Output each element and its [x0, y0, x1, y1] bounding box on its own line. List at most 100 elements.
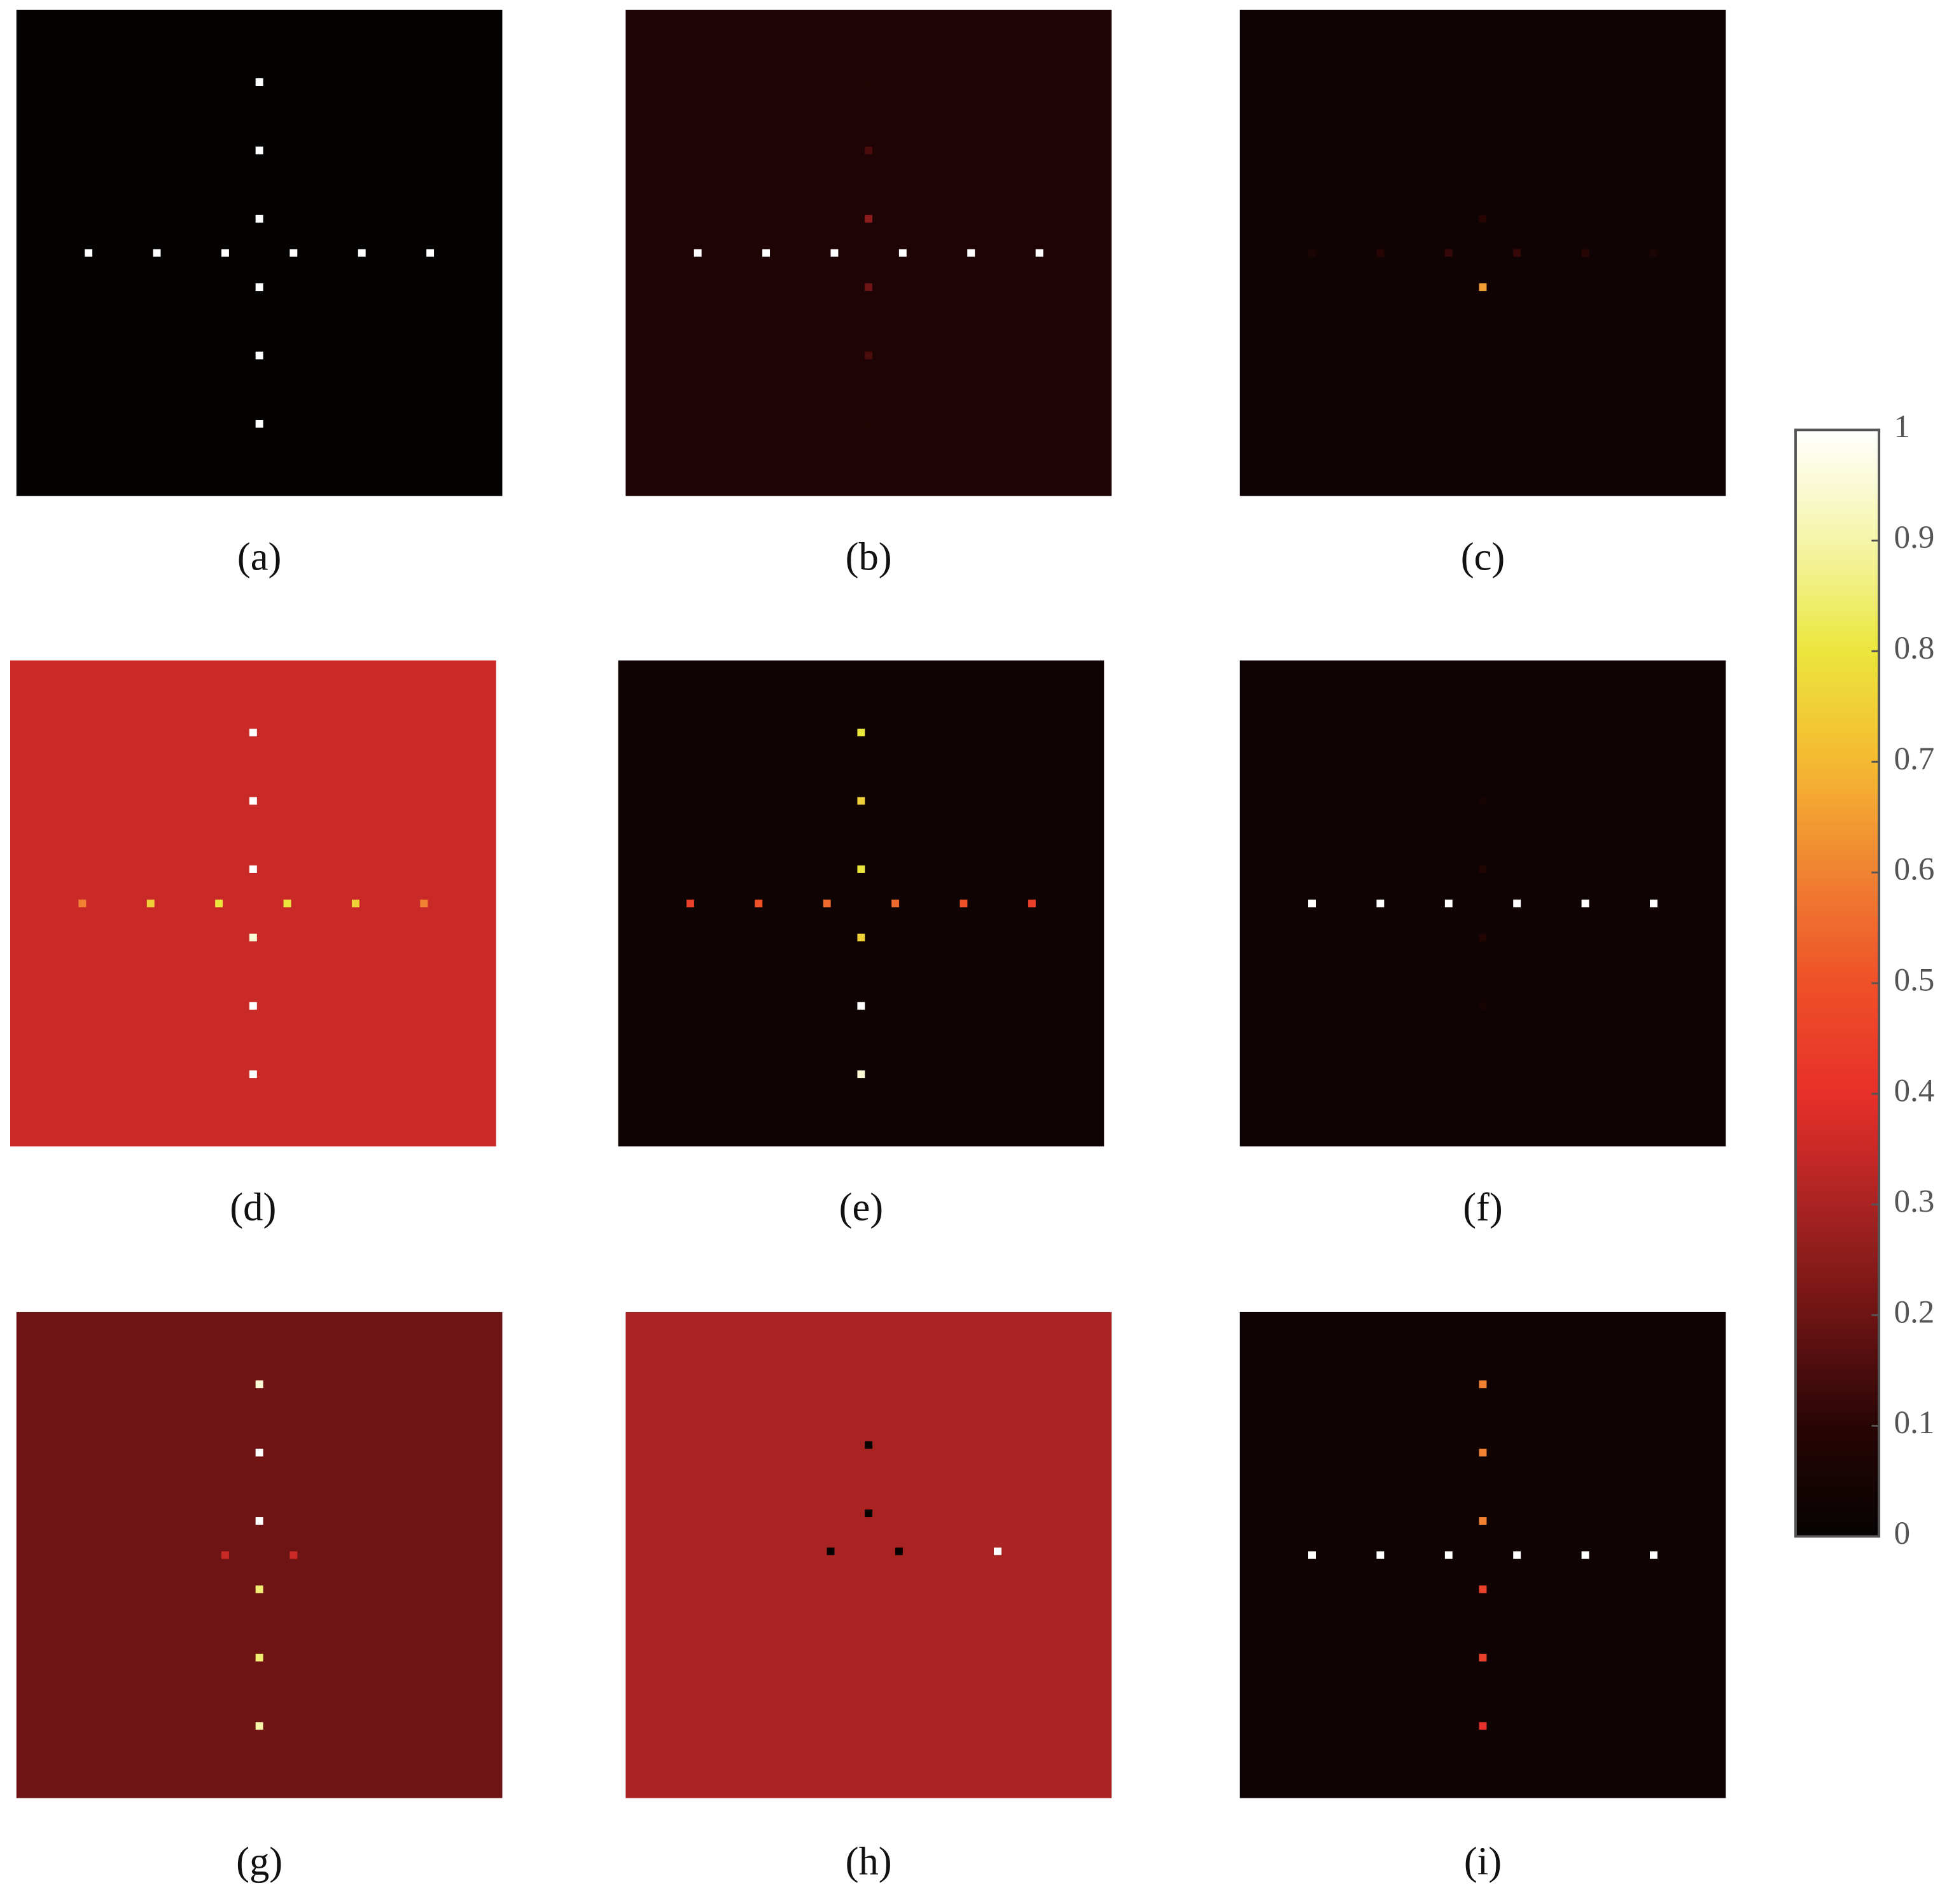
heatmap-background	[625, 10, 1112, 496]
heatmap-cell	[898, 249, 907, 257]
panel: (b)	[625, 10, 1112, 579]
heatmap-cell	[1308, 1551, 1316, 1559]
heatmap-cell	[1444, 1551, 1453, 1559]
heatmap-cell	[865, 1509, 873, 1518]
heatmap-cell	[146, 899, 155, 907]
panel-label: (i)	[1464, 1839, 1502, 1884]
panel-label: (h)	[846, 1839, 892, 1884]
heatmap-cell	[1444, 249, 1453, 257]
heatmap-cell	[290, 1551, 298, 1559]
heatmap-cell	[1479, 214, 1487, 223]
heatmap-background	[625, 1312, 1112, 1798]
heatmap-cell	[426, 249, 435, 257]
colorbar-tick-label: 0.6	[1894, 852, 1935, 888]
heatmap-background	[1239, 660, 1726, 1147]
heatmap-cell	[865, 283, 873, 291]
heatmap-cell	[857, 797, 865, 805]
heatmap-cell	[1035, 249, 1043, 257]
heatmap-cell	[78, 899, 87, 907]
heatmap-background	[1239, 10, 1726, 496]
heatmap-cell	[857, 934, 865, 942]
heatmap-cell	[1479, 1380, 1487, 1389]
panel: (i)	[1239, 1312, 1726, 1884]
heatmap-cell	[249, 934, 257, 942]
heatmap-cell	[1479, 1722, 1487, 1730]
heatmap-cell	[857, 1070, 865, 1079]
heatmap-cell	[1479, 283, 1487, 291]
heatmap-cell	[823, 899, 831, 907]
panel-label: (a)	[237, 535, 282, 579]
heatmap-cell	[153, 249, 161, 257]
heatmap-cell	[249, 1002, 257, 1010]
panel: (f)	[1239, 660, 1726, 1229]
heatmap-cell	[1444, 899, 1453, 907]
heatmap-cell	[255, 1380, 263, 1389]
heatmap-cell	[255, 214, 263, 223]
heatmap-cell	[865, 420, 873, 428]
heatmap-cell	[1028, 899, 1036, 907]
heatmap-cell	[255, 420, 263, 428]
panel-label: (g)	[236, 1839, 283, 1884]
colorbar-tick-label: 0.7	[1894, 741, 1935, 777]
heatmap-cell	[249, 797, 257, 805]
heatmap-cell	[865, 351, 873, 360]
heatmap-cell	[255, 146, 263, 155]
panel-label: (b)	[846, 535, 892, 579]
panel: (e)	[618, 660, 1105, 1229]
panel-label: (c)	[1461, 535, 1505, 579]
heatmap-cell	[762, 249, 771, 257]
heatmap-cell	[1581, 899, 1589, 907]
heatmap-cell	[420, 899, 428, 907]
heatmap-cell	[249, 1070, 257, 1079]
panel: (a)	[16, 10, 503, 579]
heatmap-cell	[960, 899, 968, 907]
heatmap-cell	[221, 249, 229, 257]
heatmap-cell	[85, 249, 93, 257]
heatmap-cell	[895, 1547, 903, 1555]
colorbar	[1794, 428, 1881, 1538]
heatmap-cell	[1513, 899, 1521, 907]
heatmap-cell	[891, 899, 900, 907]
heatmap-cell	[255, 1722, 263, 1730]
panel-label: (d)	[230, 1185, 276, 1229]
heatmap-cell	[351, 899, 359, 907]
heatmap-cell	[1479, 1585, 1487, 1593]
heatmap-cell	[1308, 249, 1316, 257]
heatmap-cell	[865, 78, 873, 86]
heatmap-cell	[1479, 1002, 1487, 1010]
heatmap-cell	[1479, 934, 1487, 942]
heatmap-cell	[857, 729, 865, 737]
heatmap-cell	[865, 214, 873, 223]
heatmap-cell	[249, 729, 257, 737]
panel: (d)	[10, 660, 496, 1229]
heatmap-cell	[1479, 865, 1487, 873]
heatmap-cell	[1581, 249, 1589, 257]
heatmap-cell	[255, 1653, 263, 1662]
heatmap-cell	[967, 249, 975, 257]
heatmap-cell	[1479, 1653, 1487, 1662]
heatmap-cell	[1376, 899, 1385, 907]
colorbar-tick-label: 0.2	[1894, 1294, 1935, 1330]
heatmap-cell	[827, 1547, 835, 1555]
heatmap-background	[16, 10, 503, 496]
heatmap-cell	[1581, 1551, 1589, 1559]
heatmap-cell	[255, 283, 263, 291]
heatmap-cell	[283, 899, 291, 907]
heatmap-cell	[1650, 1551, 1657, 1559]
heatmap-cell	[1479, 1517, 1487, 1525]
heatmap-cell	[1513, 249, 1521, 257]
heatmap-cell	[255, 351, 263, 360]
heatmap-cell	[1308, 899, 1316, 907]
heatmap-cell	[857, 865, 865, 873]
colorbar-tick-label: 0	[1894, 1516, 1910, 1551]
heatmap-cell	[865, 146, 873, 155]
heatmap-cell	[1650, 249, 1657, 257]
colorbar-tick-label: 1	[1894, 409, 1910, 445]
heatmap-cell	[1376, 249, 1385, 257]
heatmap-cell	[1513, 1551, 1521, 1559]
heatmap-background	[16, 1312, 503, 1798]
panel: (g)	[16, 1312, 503, 1884]
heatmap-cell	[755, 899, 763, 907]
colorbar-tick-label: 0.3	[1894, 1184, 1935, 1219]
heatmap-cell	[249, 865, 257, 873]
